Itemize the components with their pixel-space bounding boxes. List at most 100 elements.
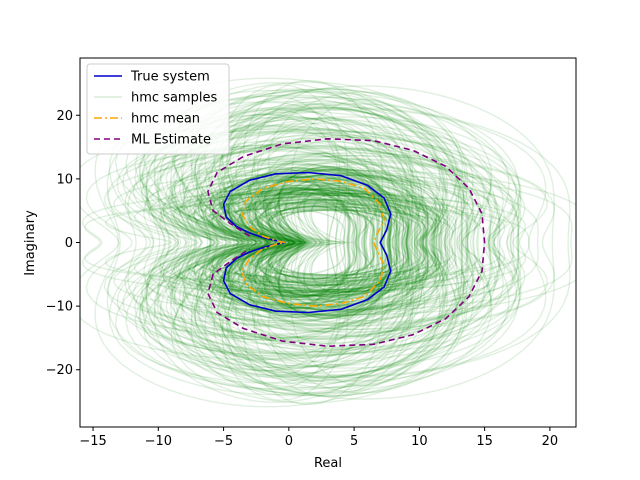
hmc-sample-curve [141,96,520,389]
x-tick-label: 0 [285,434,293,449]
hmc-sample-curve [290,194,398,291]
hmc-sample-curve [225,103,510,382]
hmc-sample-curve [267,206,433,279]
hmc-sample-curve [153,107,571,378]
hmc-sample-curve [84,201,530,284]
hmc-sample-curve [289,98,449,387]
hmc-sample-curve [231,142,402,343]
x-tick-label: −10 [145,434,172,449]
hmc-sample-curve [145,107,418,378]
x-axis-label: Real [314,456,342,471]
hmc-sample-curve [229,192,479,293]
hmc-sample-curve [264,186,424,299]
hmc-sample-curve [184,155,549,330]
hmc-sample-curve [261,182,440,303]
hmc-sample-curve [145,106,491,379]
hmc-sample-curve [263,147,475,338]
hmc-mean-line [241,178,385,307]
hmc-sample-curve [134,128,438,357]
hmc-sample-curve [254,189,387,296]
hmc-sample-curve [168,174,516,311]
hmc-sample-curve [251,209,346,276]
hmc-sample-curve [208,176,413,309]
hmc-sample-curve [207,135,423,350]
hmc-sample-curve [139,113,410,372]
hmc-sample-curve [216,192,446,293]
hmc-sample-curve [209,154,413,331]
hmc-sample-curve [173,117,468,368]
hmc-sample-curve [266,168,420,317]
hmc-sample-curve [209,203,411,282]
hmc-sample-curve [124,147,520,338]
hmc-sample-curve [236,202,374,283]
hmc-sample-curve [187,199,390,286]
hmc-sample-curve [229,100,426,385]
hmc-sample-curve [227,108,449,377]
hmc-sample-curve [138,111,492,374]
hmc-sample-curve [173,190,389,295]
hmc-sample-curve [204,187,396,298]
hmc-sample-curve [132,145,480,340]
hmc-sample-curve [221,170,426,315]
hmc-sample-curve [211,192,457,293]
hmc-sample-curve [223,184,429,301]
hmc-sample-curve [283,187,392,298]
y-tick-label: 20 [56,109,73,124]
hmc-sample-curve [235,102,444,383]
hmc-sample-curve [211,188,438,297]
hmc-sample-curve [220,159,430,326]
hmc-sample-curve [106,143,492,342]
hmc-sample-curve [277,166,392,319]
hmc-sample-curve [267,184,361,301]
hmc-sample-curve [228,180,369,305]
hmc-sample-curve [254,194,425,291]
hmc-sample-curve [217,205,396,280]
hmc-sample-curve [202,193,409,292]
hmc-sample-curve [231,198,421,287]
hmc-sample-curve [139,128,504,357]
y-axis: −20 −10 0 10 20 [46,109,80,378]
hmc-sample-curve [194,169,500,316]
hmc-sample-curve [113,173,486,312]
hmc-sample-curve [230,137,384,348]
hmc-sample-curve [169,144,380,341]
x-tick-label: 10 [411,434,428,449]
hmc-sample-curve [278,208,376,277]
hmc-sample-curve [303,163,429,322]
hmc-sample-curve [114,100,457,385]
hmc-sample-curve [256,203,355,282]
hmc-sample-curve [252,187,351,298]
hmc-sample-curve [297,189,378,296]
hmc-sample-curve [227,169,401,316]
hmc-sample-curve [182,149,380,336]
hmc-sample-curve [217,104,417,381]
hmc-sample-curve [140,146,499,339]
hmc-sample-curve [227,184,352,301]
hmc-sample-curve [269,181,372,304]
hmc-sample-curve [170,81,463,404]
hmc-sample-curve [263,169,398,316]
x-tick-label: −15 [79,434,106,449]
hmc-sample-curve [193,184,360,301]
hmc-sample-curve [253,87,414,398]
hmc-sample-curve [223,161,522,324]
hmc-sample-curve [241,198,392,287]
x-tick-label: −5 [214,434,233,449]
x-tick-label: 20 [542,434,559,449]
hmc-sample-curve [127,145,416,340]
hmc-sample-curve [257,205,427,280]
hmc-sample-curve [212,175,367,310]
hmc-sample-curve [173,103,474,382]
hmc-sample-curve [85,147,501,338]
hmc-sample-curve [256,119,445,366]
hmc-sample-curve [276,187,405,298]
hmc-sample-curve [193,191,357,294]
hmc-sample-curve [261,140,411,345]
hmc-sample-curve [296,176,399,309]
hmc-sample-curve [248,174,445,311]
hmc-sample-curve [236,199,506,286]
hmc-sample-curve [193,106,465,379]
y-axis-label: Imaginary [23,210,38,276]
hmc-sample-curve [204,131,518,354]
hmc-sample-curve [227,178,391,307]
